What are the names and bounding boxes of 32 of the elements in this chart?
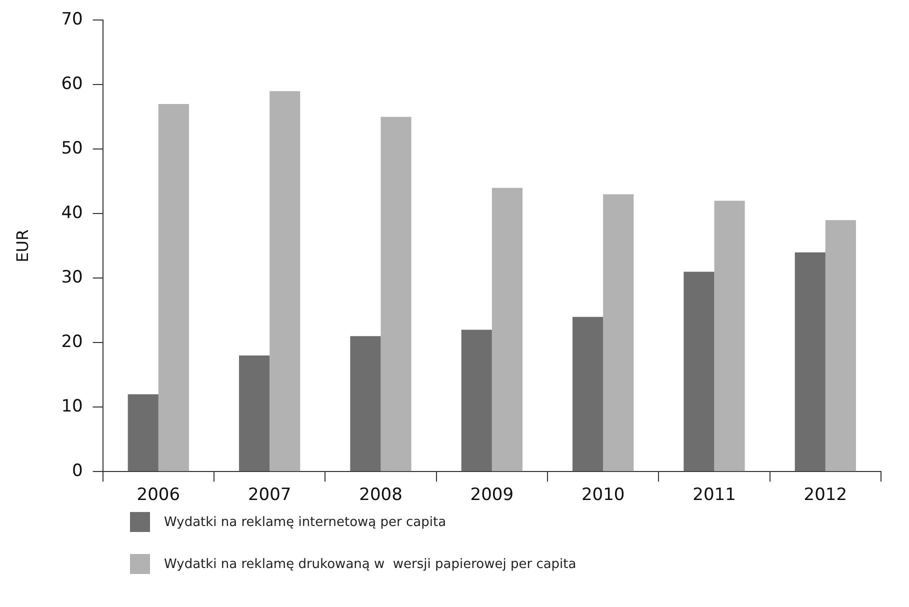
bar bbox=[128, 394, 158, 472]
y-tick-label: 70 bbox=[61, 10, 83, 30]
bar bbox=[603, 194, 634, 472]
legend-label: Wydatki na reklamę internetową per capita bbox=[164, 514, 446, 530]
bar bbox=[794, 252, 826, 472]
bar bbox=[825, 220, 856, 472]
bar bbox=[714, 200, 745, 472]
x-tick-label: 2007 bbox=[248, 485, 292, 506]
y-tick-label: 30 bbox=[61, 268, 83, 288]
y-tick-label: 0 bbox=[72, 461, 83, 482]
bar bbox=[492, 188, 522, 472]
y-tick-label: 10 bbox=[61, 396, 83, 417]
y-tick-label: 40 bbox=[61, 203, 83, 224]
bar bbox=[572, 316, 604, 472]
bar bbox=[380, 116, 412, 472]
bar bbox=[461, 330, 492, 472]
bar bbox=[158, 104, 189, 472]
x-tick-label: 2011 bbox=[692, 485, 736, 506]
bar bbox=[270, 91, 300, 472]
x-tick-label: 2006 bbox=[136, 485, 180, 506]
y-tick-label: 20 bbox=[61, 332, 83, 352]
bar bbox=[239, 356, 270, 472]
y-tick-label: 60 bbox=[61, 74, 83, 94]
x-tick-label: 2009 bbox=[470, 485, 514, 506]
bar bbox=[350, 336, 381, 472]
x-tick-label: 2008 bbox=[359, 485, 402, 506]
y-tick-label: 50 bbox=[61, 138, 83, 159]
x-tick-label: 2012 bbox=[804, 485, 848, 506]
legend-label: Wydatki na reklamę drukowaną w wersji papierowej per capita bbox=[164, 556, 576, 572]
y-axis-title: EUR bbox=[12, 229, 32, 262]
bar bbox=[684, 272, 714, 472]
x-tick-label: 2010 bbox=[581, 485, 625, 506]
